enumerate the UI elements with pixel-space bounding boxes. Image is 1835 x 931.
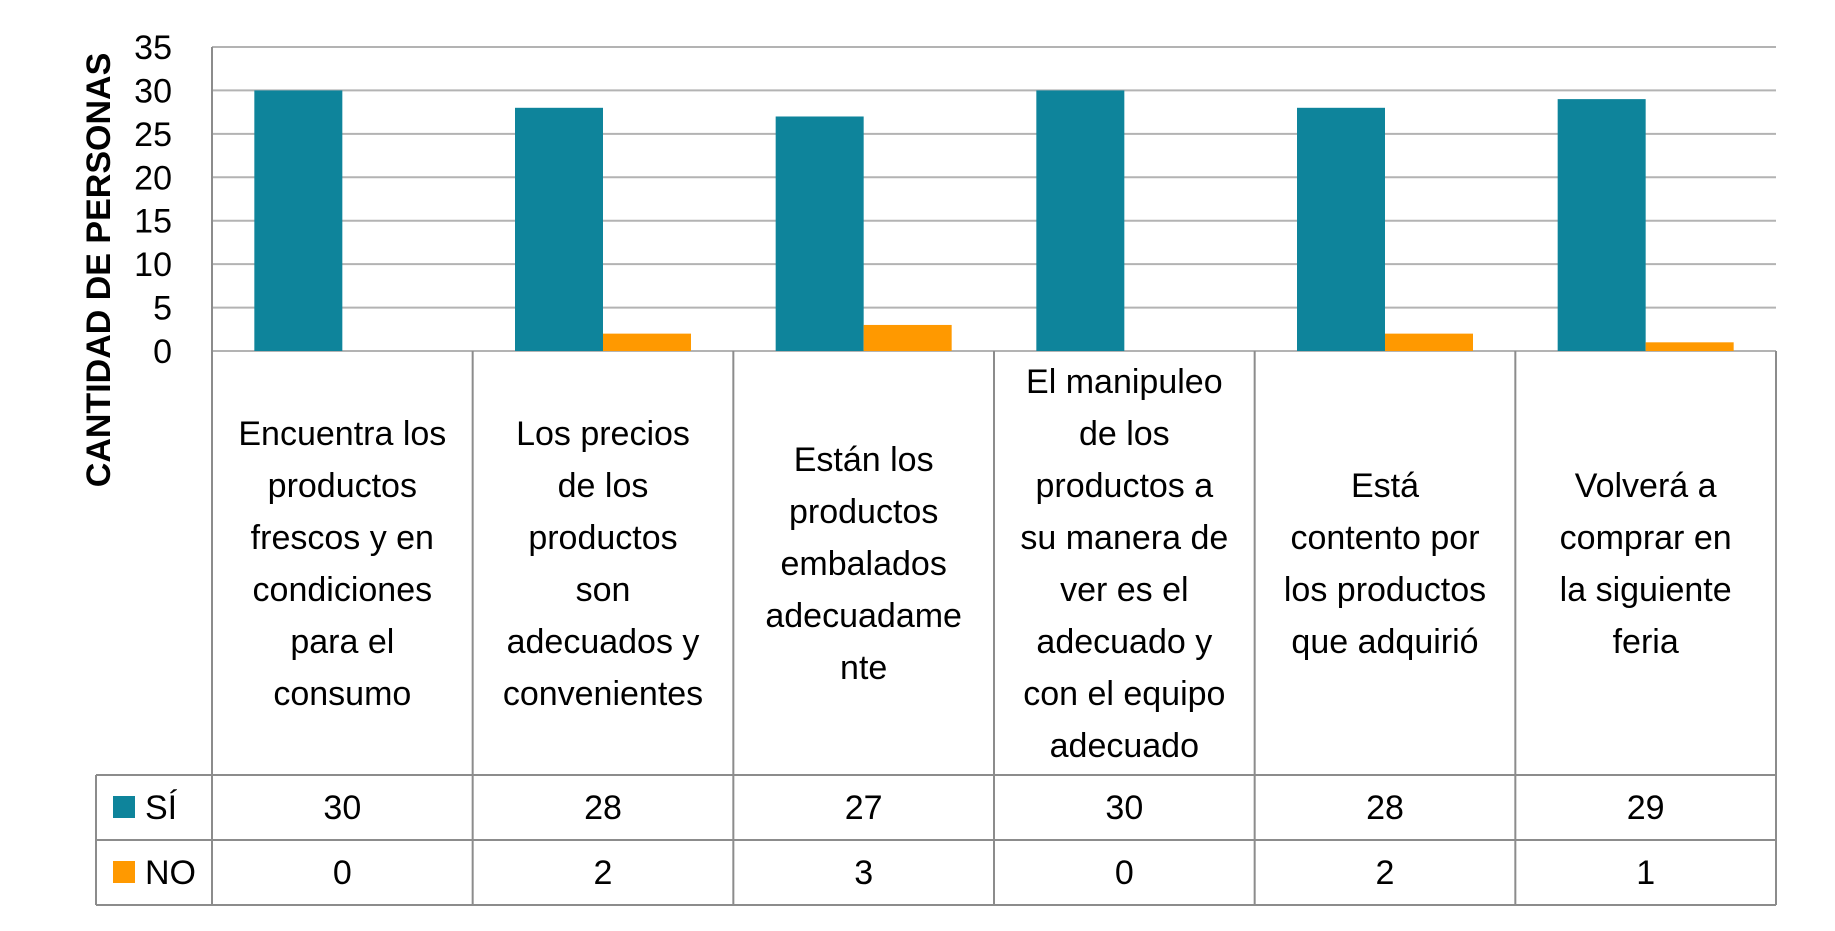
category-label-line: comprar en <box>1560 519 1732 557</box>
category-label: Está contento por los productos que adquiri… <box>1284 467 1486 661</box>
category-label-line: productos <box>268 467 417 505</box>
table-value: 3 <box>854 854 873 892</box>
category-label-line: Están los <box>794 441 934 479</box>
category-label-line: adecuados y <box>507 623 700 661</box>
bar-si <box>254 90 343 351</box>
category-label-line: para el <box>290 623 394 661</box>
y-tick-label: 15 <box>134 203 172 241</box>
bar-si <box>775 116 864 351</box>
category-label-line: contento por <box>1290 519 1479 557</box>
category-label-line: convenientes <box>503 675 703 713</box>
bar-no <box>863 324 952 351</box>
category-label-line: consumo <box>273 675 411 713</box>
category-label-line: feria <box>1613 623 1679 661</box>
category-label-line: adecuadame <box>765 597 962 635</box>
category-label-line: Está <box>1351 467 1419 505</box>
bar-no <box>1385 333 1473 351</box>
category-label-line: Volverá a <box>1575 467 1717 505</box>
bar-no <box>1645 342 1734 351</box>
category-label: Volverá a comprar en la siguiente feria <box>1560 467 1732 661</box>
bar-no <box>603 333 691 351</box>
table-value: 30 <box>1105 789 1143 827</box>
legend-key-si <box>113 796 135 818</box>
y-tick-label: 35 <box>134 29 172 67</box>
y-tick-label: 0 <box>153 333 172 371</box>
category-label-line: de los <box>558 467 649 505</box>
category-label-line: que adquirió <box>1291 623 1478 661</box>
table-value: 1 <box>1636 854 1655 892</box>
bar-si <box>1036 90 1125 351</box>
category-label: Están los productos embalados adecuadame nte <box>765 441 962 687</box>
table-value: 28 <box>1366 789 1404 827</box>
category-label-line: productos <box>528 519 677 557</box>
category-label: El manipuleo de los productos a su manera d… <box>1020 363 1228 765</box>
table-value: 2 <box>1376 854 1395 892</box>
table-value: 28 <box>584 789 622 827</box>
category-label-line: Los precios <box>516 415 690 453</box>
category-label-line: la siguiente <box>1560 571 1732 609</box>
category-label-line: adecuado <box>1050 727 1199 765</box>
bar-si <box>515 107 603 351</box>
category-label-line: ver es el <box>1060 571 1189 609</box>
legend-label: SÍ <box>145 789 178 827</box>
category-label-line: son <box>576 571 631 609</box>
legend-label: NO <box>145 854 196 892</box>
category-label-line: su manera de <box>1020 519 1228 557</box>
table-value: 2 <box>594 854 613 892</box>
table-value: 29 <box>1627 789 1665 827</box>
category-label-line: los productos <box>1284 571 1486 609</box>
category-label-line: adecuado y <box>1036 623 1212 661</box>
table-value: 0 <box>1115 854 1134 892</box>
y-tick-label: 25 <box>134 116 172 154</box>
category-label-line: embalados <box>780 545 946 583</box>
category-label: Los precios de los productos son adecuados y… <box>503 415 703 713</box>
y-tick-label: 20 <box>134 159 172 197</box>
category-label-line: frescos y en <box>251 519 434 557</box>
category-label-line: con el equipo <box>1023 675 1225 713</box>
table-value: 27 <box>845 789 883 827</box>
category-label-line: Encuentra los <box>238 415 446 453</box>
category-label: Encuentra los productos frescos y en condic… <box>238 415 446 713</box>
bar-si <box>1297 107 1385 351</box>
bar-si <box>1557 99 1646 351</box>
y-tick-label: 30 <box>134 72 172 110</box>
category-label-line: productos <box>789 493 938 531</box>
category-label-line: condiciones <box>253 571 433 609</box>
category-label-line: de los <box>1079 415 1170 453</box>
category-label-line: productos a <box>1035 467 1213 505</box>
y-tick-label: 5 <box>153 290 172 328</box>
category-label-line: El manipuleo <box>1026 363 1223 401</box>
table-value: 30 <box>323 789 361 827</box>
category-label-line: nte <box>840 649 887 687</box>
table-value: 0 <box>333 854 352 892</box>
legend-key-no <box>113 861 135 883</box>
y-tick-label: 10 <box>134 246 172 284</box>
y-axis-title: CANTIDAD DE PERSONAS <box>80 53 118 487</box>
